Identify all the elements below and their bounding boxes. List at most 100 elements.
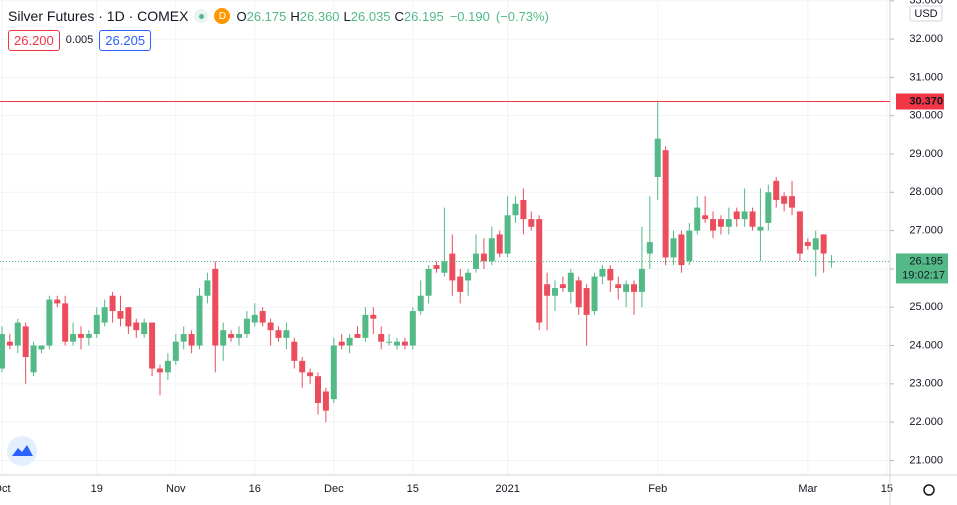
y-tick-label: 24.000 xyxy=(909,339,943,351)
spread: 0.005 xyxy=(65,34,94,46)
candle-body xyxy=(93,314,100,335)
candle-body xyxy=(401,341,408,346)
candle-body xyxy=(54,299,61,304)
x-tick-label: 16 xyxy=(249,483,261,495)
candle-body xyxy=(433,265,440,269)
y-tick-label: 22.000 xyxy=(909,416,943,428)
candle-body xyxy=(180,334,187,342)
candle-body xyxy=(220,330,227,346)
candle-body xyxy=(820,234,827,254)
candle-body xyxy=(457,276,464,292)
x-tick-label: 2021 xyxy=(495,483,519,495)
candle-body xyxy=(251,314,258,323)
candle-body xyxy=(449,253,456,281)
candle-body xyxy=(599,268,606,277)
y-tick-label: 28.000 xyxy=(909,186,943,198)
candle-body xyxy=(789,196,796,208)
currency: USD xyxy=(914,8,937,20)
x-tick-label: 19 xyxy=(91,483,103,495)
candle-body xyxy=(441,261,448,273)
candle-body xyxy=(409,311,416,346)
candle-body xyxy=(631,284,638,292)
x-tick-label: Dec xyxy=(324,483,344,495)
ohlc-value: 26.035 xyxy=(350,8,391,24)
candle-body xyxy=(733,211,740,220)
candle-body xyxy=(307,372,314,377)
ohlc-letter: L xyxy=(343,8,351,24)
candle-body xyxy=(243,318,250,335)
logo xyxy=(7,436,37,466)
last-price-bg xyxy=(896,253,948,284)
y-tick-label: 23.000 xyxy=(909,378,943,390)
currency-box xyxy=(909,5,943,22)
candle-body xyxy=(725,219,732,227)
candle-body xyxy=(575,280,582,308)
candle-body xyxy=(552,288,559,296)
last-price-label: 26.195 xyxy=(909,255,943,267)
candle-body xyxy=(544,284,551,296)
symbol-title[interactable]: Silver Futures · 1D · COMEX xyxy=(8,8,189,24)
trade-row: 26.200 0.005 26.205 xyxy=(8,29,549,51)
candle-body xyxy=(615,284,622,289)
candle-body xyxy=(259,311,266,323)
candle-body xyxy=(354,334,361,338)
candle-body xyxy=(678,234,685,266)
candle-body xyxy=(156,368,163,373)
candle-body xyxy=(425,268,432,296)
candle-body xyxy=(133,322,140,331)
candle-body xyxy=(70,334,77,342)
candle-body xyxy=(670,238,677,258)
candle-body xyxy=(196,295,203,346)
candle-body xyxy=(330,345,337,400)
candle-body xyxy=(0,334,5,369)
candle-body xyxy=(85,334,92,338)
status-badge: D xyxy=(214,8,231,24)
x-tick-label: Mar xyxy=(798,483,817,495)
candle-body xyxy=(172,341,179,361)
change: −0.190 xyxy=(449,8,490,24)
ohlc-item: C26.195 xyxy=(395,9,444,24)
candle-body xyxy=(117,311,124,319)
candle-body xyxy=(488,238,495,262)
y-tick-label: 30.000 xyxy=(909,110,943,122)
candle-body xyxy=(267,322,274,331)
ohlc-item: H26.360 xyxy=(290,9,339,24)
y-tick-label: 21.000 xyxy=(909,454,943,466)
candle-body xyxy=(283,330,290,338)
candle-body xyxy=(141,322,148,335)
y-tick-label: 31.000 xyxy=(909,71,943,83)
candle-body xyxy=(638,268,645,292)
candle-body xyxy=(101,307,108,323)
candle-body xyxy=(149,322,156,369)
candle-body xyxy=(710,219,717,231)
candle-body xyxy=(773,180,780,200)
candle-body xyxy=(362,314,369,338)
candle-body xyxy=(591,276,598,312)
candle-body xyxy=(512,203,519,216)
y-tick-label: 32.000 xyxy=(909,33,943,45)
candle-body xyxy=(378,334,385,342)
sell-button[interactable]: 26.200 xyxy=(8,29,60,51)
ohlc-letter: H xyxy=(290,8,300,24)
candle-body xyxy=(188,334,195,346)
candle-body xyxy=(22,326,29,358)
candle-body xyxy=(607,268,614,281)
ohlc: O26.175 H26.360 L26.035 C26.195 xyxy=(236,9,443,24)
candle-body xyxy=(757,226,764,231)
countdown: 19:02:17 xyxy=(902,269,945,281)
candle-body xyxy=(291,341,298,361)
candle-body xyxy=(781,196,788,204)
candle-body xyxy=(77,334,84,338)
candle-body xyxy=(346,337,353,346)
candle-body xyxy=(235,334,242,338)
candle-body xyxy=(694,207,701,231)
candle-body xyxy=(322,391,329,411)
candle-body xyxy=(14,322,21,346)
buy-button[interactable]: 26.205 xyxy=(99,29,152,51)
ohlc-value: 26.195 xyxy=(403,8,444,24)
header: Silver Futures · 1D · COMEX D O26.175 H26… xyxy=(8,5,549,51)
candle-body xyxy=(314,376,321,403)
visibility-icon[interactable] xyxy=(194,9,209,23)
x-tick-label: Feb xyxy=(648,483,667,495)
